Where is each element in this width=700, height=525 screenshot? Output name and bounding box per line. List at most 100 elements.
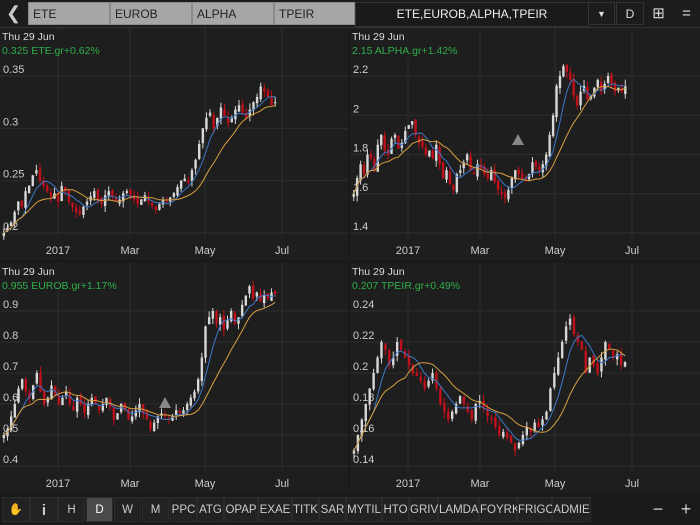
period-button[interactable]: D	[616, 2, 644, 25]
event-marker-icon[interactable]	[159, 397, 171, 408]
chart-panel-alpha[interactable]: 2017 Mar May Jul 2.2 2 1.8 1.6 1.4 Thu 29 Jun 2.15…	[350, 28, 700, 260]
candle-body	[474, 404, 477, 421]
period-d-button[interactable]: D	[86, 497, 113, 522]
candle-body	[352, 193, 355, 197]
candle-body	[476, 164, 479, 177]
chevron-left-icon[interactable]: ❮	[6, 3, 22, 23]
candle-body	[13, 404, 17, 418]
candle-body	[545, 154, 548, 166]
candle-body	[615, 354, 619, 360]
candle-body	[414, 119, 417, 135]
chart-panel-ete[interactable]: 2017 Mar May Jul 0.35 0.3 0.25 0.2 Thu 29 Jun 0.3…	[0, 28, 348, 260]
symbol-tab-alpha[interactable]: ALPHA	[192, 2, 274, 25]
candle-body	[493, 169, 496, 182]
candle-body	[421, 141, 424, 147]
symbol-hto-button[interactable]: HTO	[382, 497, 409, 522]
symbol-lamda-button[interactable]: LAMDA	[438, 497, 479, 522]
candle-body	[390, 138, 393, 154]
candle-body	[248, 286, 251, 294]
candle-body	[423, 381, 426, 389]
candle-body	[85, 201, 89, 206]
candle-body	[613, 82, 617, 92]
candle-body	[9, 416, 13, 431]
candle-body	[244, 295, 248, 306]
symbol-frigo-button[interactable]: FRIGO	[517, 497, 554, 522]
candle-body	[366, 154, 369, 175]
candle-body	[359, 164, 362, 181]
candle-body	[174, 410, 178, 415]
candle-body	[161, 199, 165, 205]
symbol-admie-button[interactable]: ADMIE	[552, 497, 591, 522]
candle-body	[241, 104, 244, 113]
period-h-button[interactable]: H	[58, 497, 85, 522]
candle-body	[185, 404, 189, 410]
symbols-combo[interactable]: ETE,EUROB,ALPHA,TPEIR	[355, 2, 589, 27]
candle-body	[562, 66, 565, 77]
zoom-in-button[interactable]: +	[680, 499, 692, 519]
symbol-atg-button[interactable]: ATG	[197, 497, 224, 522]
x-tick-label: 2017	[396, 245, 420, 257]
candle-body	[218, 317, 222, 325]
y-tick-label: 1.8	[353, 143, 368, 155]
symbol-foyrk-button[interactable]: FOYRK	[479, 497, 520, 522]
symbol-exae-button[interactable]: EXAE	[258, 497, 292, 522]
candle-body	[380, 134, 383, 146]
candle-body	[606, 76, 610, 83]
event-marker-icon[interactable]	[512, 134, 524, 145]
symbol-mytil-button[interactable]: MYTIL	[346, 497, 382, 522]
symbol-ppc-button[interactable]: PPC	[170, 497, 197, 522]
candle-body	[208, 112, 212, 116]
candle-body	[9, 222, 13, 226]
candle-body	[204, 326, 207, 358]
chart-panel-tpeir[interactable]: 2017 Mar May Jul 0.24 0.22 0.2 0.18 0.16 0.14 Thu …	[350, 263, 700, 493]
candle-body	[483, 166, 486, 175]
symbol-sar-button[interactable]: SAR	[319, 497, 346, 522]
candle-body	[136, 197, 139, 204]
symbol-titk-button[interactable]: TITK	[292, 497, 319, 522]
candle-body	[125, 191, 129, 193]
candle-body	[167, 418, 171, 420]
candle-body	[584, 350, 587, 373]
candle-body	[234, 109, 237, 120]
symbol-griv-button[interactable]: GRIV	[409, 497, 438, 522]
candle-body	[553, 373, 556, 388]
candle-body	[524, 178, 527, 181]
candle-body	[262, 295, 266, 304]
candle-body	[450, 411, 454, 419]
candle-body	[219, 107, 223, 120]
period-m-button[interactable]: M	[142, 497, 169, 522]
candle-body	[64, 391, 68, 396]
candle-body	[212, 114, 215, 129]
candle-body	[75, 397, 79, 412]
menu-icon[interactable]: =	[673, 2, 700, 25]
candle-body	[624, 85, 627, 95]
symbol-tab-ete[interactable]: ETE	[28, 2, 110, 25]
candle-body	[376, 144, 379, 172]
hand-pointer-icon[interactable]: ✋	[2, 497, 30, 522]
candle-body	[143, 195, 147, 201]
candle-body	[403, 351, 407, 358]
y-tick-label: 2.2	[353, 64, 368, 76]
candle-body	[251, 285, 255, 299]
candle-body	[90, 397, 94, 405]
zoom-out-button[interactable]: −	[652, 499, 664, 519]
candle-body	[502, 431, 505, 437]
candle-body	[541, 164, 544, 173]
candle-body	[424, 147, 428, 155]
candle-body	[407, 125, 410, 129]
grid-layout-icon[interactable]: ⊞	[645, 2, 672, 25]
candle-body	[20, 379, 24, 389]
caret-down-icon[interactable]: ▼	[588, 2, 615, 25]
symbol-tab-eurob[interactable]: EUROB	[110, 2, 192, 25]
candle-body	[112, 407, 116, 420]
info-icon[interactable]: i	[30, 497, 58, 522]
period-w-button[interactable]: W	[114, 497, 141, 522]
symbol-opap-button[interactable]: OPAP	[224, 497, 258, 522]
candle-body	[417, 136, 421, 143]
candle-body	[513, 443, 517, 451]
candle-body	[190, 170, 194, 182]
symbol-tab-tpeir[interactable]: TPEIR	[274, 2, 355, 25]
candle-body	[438, 147, 441, 165]
candle-body	[56, 193, 60, 202]
